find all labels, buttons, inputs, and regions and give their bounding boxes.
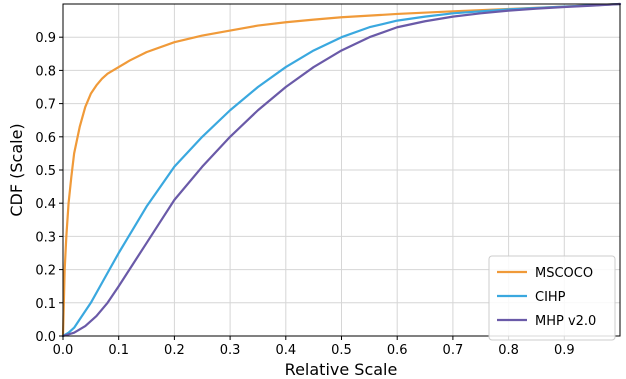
legend: MSCOCO CIHP MHP v2.0 [488,255,616,341]
x-tick-label: 0.5 [331,343,352,358]
x-tick-label: 0.8 [498,343,519,358]
y-tick-label: 0.5 [35,164,56,179]
x-axis-title: Relative Scale [285,360,398,379]
legend-label: MSCOCO [535,266,593,281]
x-tick-label: 0.9 [554,343,575,358]
series-line [61,2,622,338]
legend-label: CIHP [535,290,566,305]
x-tick-label: 0.7 [443,343,464,358]
series-line [61,2,622,338]
x-tick-label: 0.2 [164,343,185,358]
x-tick-label: 0.6 [387,343,408,358]
y-axis-title: CDF (Scale) [7,123,26,216]
y-tick-label: 0.9 [35,31,56,46]
y-tick-label: 0.1 [35,297,56,312]
x-tick-label: 0.4 [275,343,296,358]
legend-label: MHP v2.0 [535,314,596,329]
ticks: 0.0 0.1 0.2 0.3 0.4 0.5 0.6 0.7 0.8 0.9 0.0 0.1 0.2 0… [35,31,574,358]
series-layer [61,2,622,338]
x-tick-label: 0.0 [53,343,74,358]
series-line [61,2,622,338]
y-tick-label: 0.8 [35,64,56,79]
y-tick-label: 0.3 [35,230,56,245]
y-tick-label: 0.4 [35,197,56,212]
y-tick-label: 0.7 [35,98,56,113]
x-tick-label: 0.1 [108,343,129,358]
x-tick-label: 0.3 [220,343,241,358]
y-tick-label: 0.0 [35,330,56,345]
y-tick-label: 0.2 [35,264,56,279]
y-tick-label: 0.6 [35,131,56,146]
